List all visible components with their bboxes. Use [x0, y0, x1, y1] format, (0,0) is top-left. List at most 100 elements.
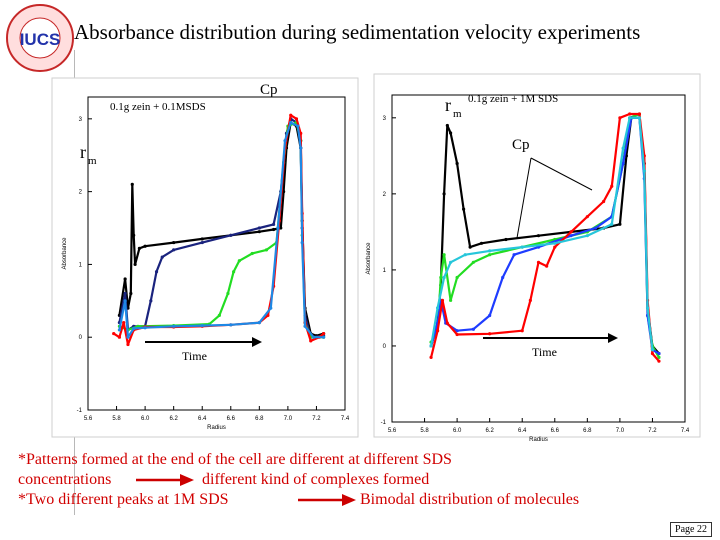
- data-point: [200, 240, 204, 245]
- note-line-2: concentrations different kind of complex…: [18, 470, 452, 490]
- data-point: [569, 234, 573, 238]
- data-point: [657, 359, 661, 363]
- data-point: [621, 146, 625, 150]
- data-point: [602, 199, 606, 204]
- chart-title: 0.1g zein + 0.1MSDS: [110, 101, 206, 113]
- data-point: [123, 291, 127, 296]
- x-tick-label: 7.2: [312, 416, 321, 422]
- data-point: [501, 275, 505, 280]
- data-point: [272, 227, 276, 232]
- data-point: [471, 260, 475, 264]
- note-text-3a: *Two different peaks at 1M SDS: [18, 491, 229, 508]
- x-tick-label: 6.8: [583, 428, 592, 434]
- data-point: [309, 339, 313, 343]
- data-point: [442, 275, 446, 280]
- x-tick-label: 5.6: [388, 428, 397, 434]
- data-point: [133, 262, 137, 267]
- page-number: Page 22: [670, 522, 712, 537]
- data-point: [172, 248, 176, 252]
- x-tick-label: 6.4: [198, 416, 207, 422]
- data-point: [269, 306, 273, 310]
- data-point: [129, 291, 133, 296]
- data-point: [117, 328, 122, 332]
- x-tick-label: 7.4: [341, 416, 350, 422]
- x-tick-label: 6.4: [518, 428, 527, 434]
- data-point: [143, 244, 147, 248]
- chart-title: 0.1g zein + 1M SDS: [468, 93, 558, 105]
- x-tick-label: 6.2: [485, 428, 494, 434]
- data-point: [610, 222, 614, 226]
- note-text-2a: concentrations: [18, 471, 112, 488]
- rm-subscript: m: [453, 108, 462, 120]
- note-text-3b: Bimodal distribution of molecules: [360, 491, 580, 508]
- data-point: [172, 240, 176, 245]
- data-point: [449, 298, 453, 302]
- series-line: [430, 116, 654, 350]
- data-point: [657, 351, 661, 356]
- cp-label: Cp: [512, 137, 530, 153]
- data-point: [536, 260, 541, 264]
- data-point: [200, 237, 204, 241]
- data-point: [468, 245, 472, 249]
- data-point: [536, 234, 541, 238]
- data-point: [303, 324, 307, 328]
- data-point: [650, 351, 655, 356]
- data-point: [593, 226, 598, 230]
- data-point: [311, 335, 316, 339]
- data-point: [520, 329, 524, 333]
- y-tick-label: 0: [383, 344, 387, 350]
- x-tick-label: 5.8: [112, 416, 121, 422]
- data-point: [455, 275, 459, 280]
- data-point: [321, 331, 326, 336]
- data-point: [276, 226, 280, 230]
- data-point: [637, 116, 642, 120]
- data-point: [226, 291, 230, 296]
- data-point: [123, 277, 127, 281]
- x-tick-label: 6.6: [551, 428, 560, 434]
- data-point: [429, 344, 433, 348]
- data-point: [455, 329, 459, 333]
- data-point: [455, 332, 459, 337]
- data-point: [628, 112, 632, 116]
- plot-frame: [373, 73, 701, 438]
- x-tick-label: 5.6: [84, 416, 93, 422]
- data-point: [520, 245, 524, 249]
- note-line-3: *Two different peaks at 1M SDS Bimodal d…: [18, 490, 579, 510]
- plot-area: [87, 96, 346, 411]
- y-tick-label: 2: [79, 190, 83, 196]
- cp-pointer: [516, 157, 532, 239]
- x-tick-label: 7.2: [648, 428, 657, 434]
- data-point: [217, 313, 221, 317]
- y-tick-label: 3: [79, 117, 83, 123]
- data-point: [132, 326, 136, 331]
- iucs-logo: IUCS: [6, 4, 74, 72]
- data-point: [449, 260, 453, 264]
- rm-label: r: [445, 95, 451, 115]
- data-point: [321, 335, 326, 339]
- data-point: [257, 226, 261, 230]
- data-point: [294, 117, 299, 121]
- data-point: [289, 113, 293, 117]
- chart-right: 5.6 5.8 6.0 6.2 6.4 6.6 6.8 7.0 7.2 7.4 -1 0 1 2 3 Radi…: [366, 73, 701, 443]
- data-point: [528, 298, 532, 302]
- arrow-right-icon: [298, 494, 356, 506]
- data-point: [479, 241, 484, 245]
- data-point: [462, 207, 466, 211]
- data-point: [657, 355, 661, 359]
- data-point: [429, 355, 433, 359]
- data-point: [160, 255, 164, 259]
- data-point: [610, 184, 614, 188]
- data-point: [149, 299, 153, 303]
- data-point: [449, 131, 453, 135]
- data-point: [488, 253, 492, 257]
- y-axis-label: Absorbance: [366, 242, 372, 275]
- x-tick-label: 5.8: [420, 428, 429, 434]
- data-point: [642, 169, 646, 173]
- data-point: [637, 112, 642, 116]
- plot-area: [391, 94, 686, 423]
- y-tick-label: -1: [381, 420, 387, 426]
- data-point: [117, 335, 122, 339]
- data-point: [439, 275, 443, 280]
- x-tick-label: 7.0: [616, 428, 625, 434]
- data-point: [545, 264, 549, 268]
